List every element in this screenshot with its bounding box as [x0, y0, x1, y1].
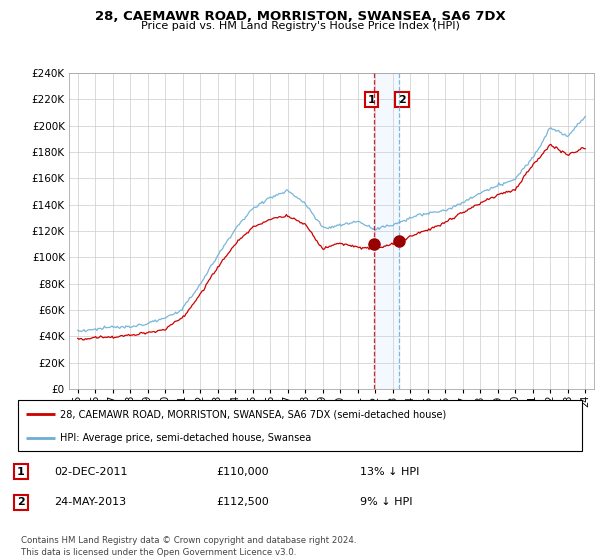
Text: 2: 2: [17, 497, 25, 507]
Text: Contains HM Land Registry data © Crown copyright and database right 2024.
This d: Contains HM Land Registry data © Crown c…: [21, 536, 356, 557]
Bar: [374, 73, 400, 389]
Text: 28, CAEMAWR ROAD, MORRISTON, SWANSEA, SA6 7DX: 28, CAEMAWR ROAD, MORRISTON, SWANSEA, SA…: [95, 10, 505, 23]
FancyBboxPatch shape: [18, 400, 582, 451]
Text: 13% ↓ HPI: 13% ↓ HPI: [360, 466, 419, 477]
Text: 2: 2: [398, 95, 406, 105]
Text: 28, CAEMAWR ROAD, MORRISTON, SWANSEA, SA6 7DX (semi-detached house): 28, CAEMAWR ROAD, MORRISTON, SWANSEA, SA…: [60, 409, 446, 419]
Text: £110,000: £110,000: [216, 466, 269, 477]
Text: 9% ↓ HPI: 9% ↓ HPI: [360, 497, 413, 507]
Text: HPI: Average price, semi-detached house, Swansea: HPI: Average price, semi-detached house,…: [60, 433, 311, 443]
Text: 1: 1: [367, 95, 375, 105]
Text: 02-DEC-2011: 02-DEC-2011: [54, 466, 128, 477]
Text: 1: 1: [17, 466, 25, 477]
Text: 24-MAY-2013: 24-MAY-2013: [54, 497, 126, 507]
Text: Price paid vs. HM Land Registry's House Price Index (HPI): Price paid vs. HM Land Registry's House …: [140, 21, 460, 31]
Text: £112,500: £112,500: [216, 497, 269, 507]
